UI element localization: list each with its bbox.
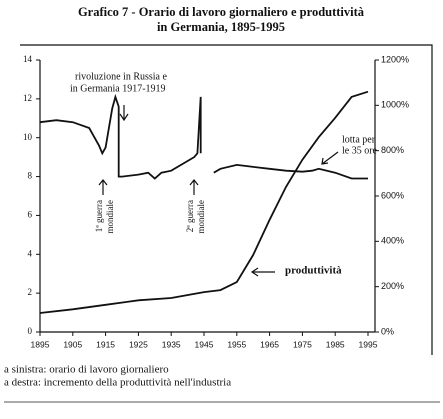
annotation: mondiale [196,200,206,234]
annotation: lotta per [342,134,376,145]
y-tick-label: 8 [28,171,33,181]
annotation: 1ª guerra [94,200,104,232]
annotation: in Germania 1917-1919 [70,83,166,94]
annotation: le 35 ore [342,145,378,156]
y2-tick-label: 1000% [381,100,409,110]
x-tick-label: 1975 [293,339,312,349]
x-tick-label: 1925 [129,339,148,349]
y2-tick-label: 0% [381,326,394,336]
x-tick-label: 1945 [195,339,214,349]
x-tick-label: 1935 [162,339,181,349]
note: a sinistra: orario di lavoro giornaliero [4,364,169,376]
frame [20,44,433,355]
x-tick-label: 1995 [359,339,378,349]
x-tick-label: 1905 [63,339,82,349]
x-tick-label: 1985 [326,339,345,349]
chart-subtitle: in Germania, 1895-1995 [157,20,285,34]
x-tick-label: 1895 [31,339,50,349]
y2-tick-label: 600% [381,190,404,200]
y2-tick-label: 200% [381,281,404,291]
annotation: mondiale [105,200,115,234]
y-tick-label: 0 [28,326,33,336]
annotation: produttività [285,265,342,277]
annotation: rivoluzione in Russia e [75,71,167,82]
y-tick-label: 4 [28,248,33,258]
y-tick-label: 6 [28,209,33,219]
arrow [321,151,339,165]
arrow [119,105,129,122]
arrow [189,179,199,195]
series-line [39,93,368,180]
arrow [250,267,275,277]
series-line [39,90,369,314]
x-tick-label: 1965 [260,339,279,349]
y2-tick-label: 1200% [381,54,409,64]
x-tick-label: 1915 [96,339,115,349]
y-tick-label: 14 [23,54,33,64]
y2-tick-label: 800% [381,145,404,155]
x-tick-label: 1955 [227,339,246,349]
annotation: 2ª guerra [185,200,195,232]
arrow [98,179,108,195]
chart-title: Grafico 7 - Orario di lavoro giornaliero… [78,5,365,19]
note: a destra: incremento della produttività … [4,377,231,389]
y-tick-label: 12 [23,93,32,103]
y2-tick-label: 400% [381,236,404,246]
y-tick-label: 10 [23,132,33,142]
y-tick-label: 2 [28,287,33,297]
